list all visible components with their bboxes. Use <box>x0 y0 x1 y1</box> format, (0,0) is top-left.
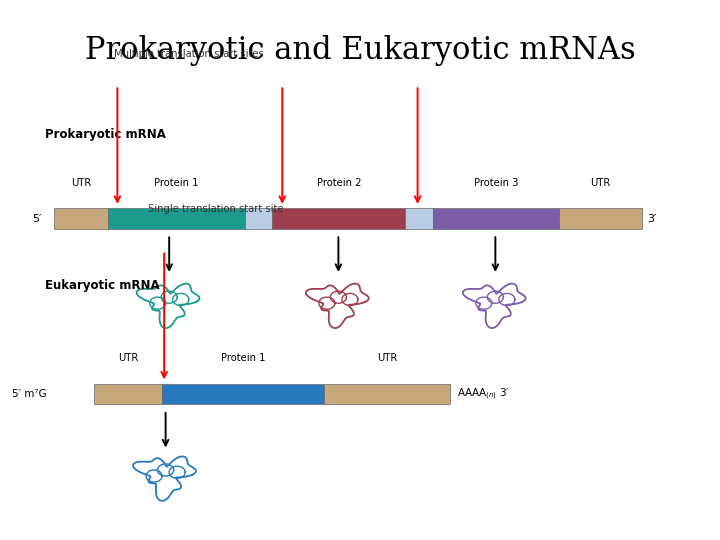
Text: 5′: 5′ <box>32 214 42 224</box>
Text: 5′ m⁷G: 5′ m⁷G <box>12 389 47 399</box>
Text: 3′: 3′ <box>647 214 657 224</box>
Bar <box>324 384 450 404</box>
Bar <box>433 208 559 229</box>
Text: Eukaryotic mRNA: Eukaryotic mRNA <box>45 279 159 292</box>
Text: UTR: UTR <box>590 178 611 188</box>
Bar <box>54 208 108 229</box>
Bar <box>245 208 272 229</box>
Bar <box>559 208 642 229</box>
Text: UTR: UTR <box>71 178 91 188</box>
Text: Protein 2: Protein 2 <box>317 178 361 188</box>
Text: Single translation start site: Single translation start site <box>148 204 284 214</box>
Text: Protein 3: Protein 3 <box>474 178 518 188</box>
Text: UTR: UTR <box>117 353 138 363</box>
Text: Prokaryotic mRNA: Prokaryotic mRNA <box>45 128 166 141</box>
Bar <box>94 384 162 404</box>
Text: AAAA$_{(n)}$ 3′: AAAA$_{(n)}$ 3′ <box>457 387 510 402</box>
Text: Protein 1: Protein 1 <box>221 353 265 363</box>
Bar <box>405 208 433 229</box>
Bar <box>272 208 405 229</box>
Bar <box>108 208 245 229</box>
Text: Protein 1: Protein 1 <box>154 178 199 188</box>
Text: Multiple translation start sites: Multiple translation start sites <box>114 49 264 59</box>
Text: UTR: UTR <box>377 353 397 363</box>
Text: Prokaryotic and Eukaryotic mRNAs: Prokaryotic and Eukaryotic mRNAs <box>85 35 635 66</box>
Bar <box>162 384 324 404</box>
